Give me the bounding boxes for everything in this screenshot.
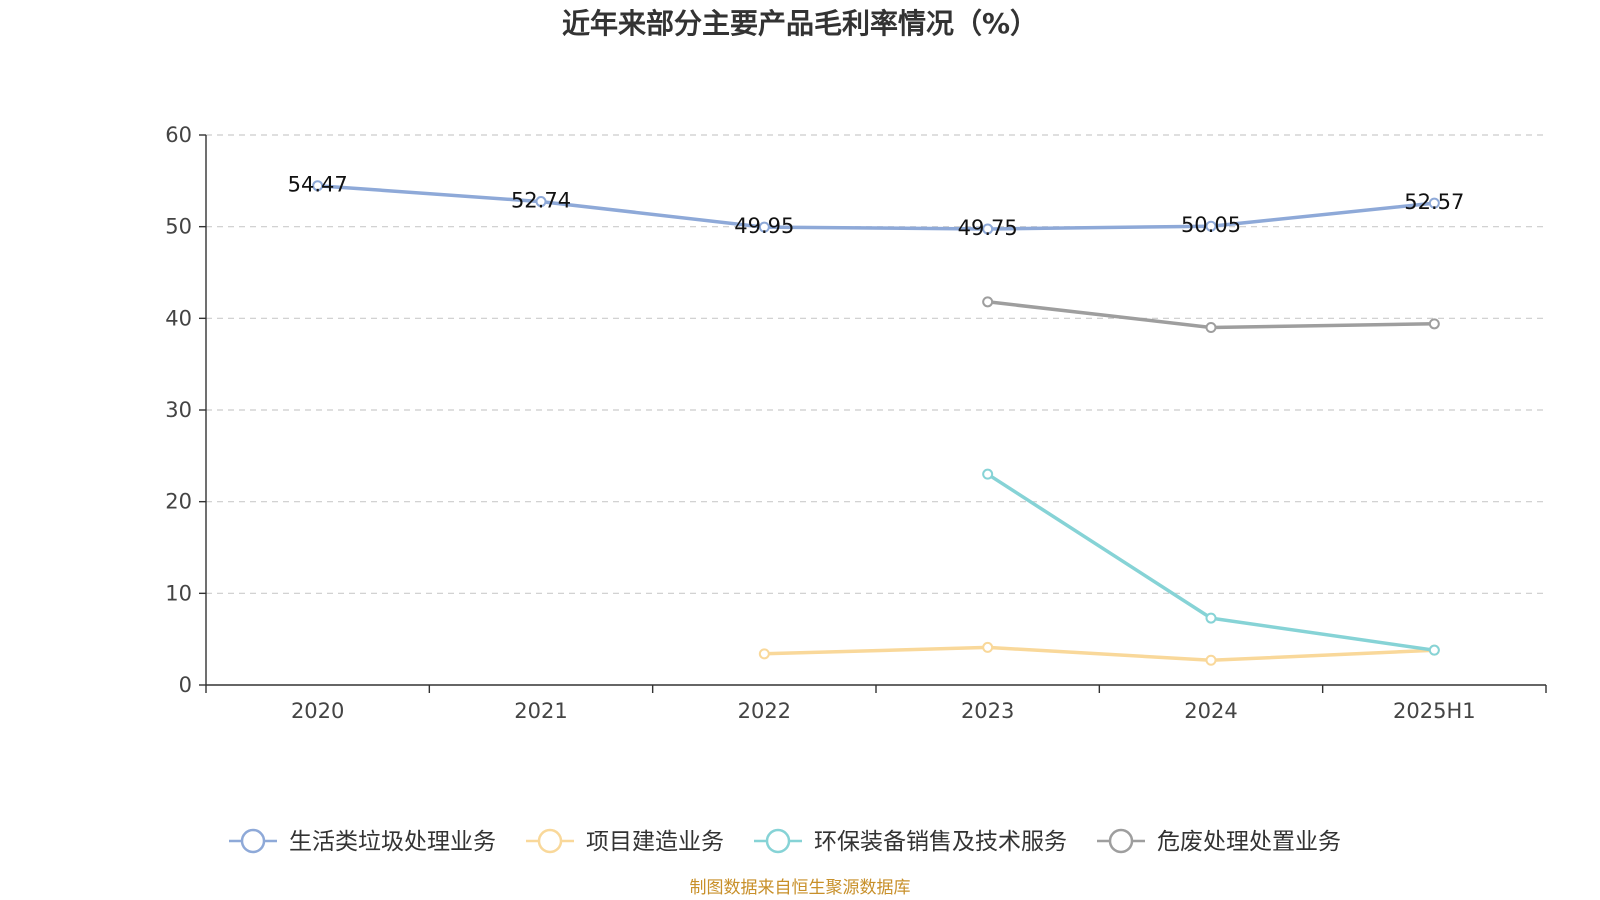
legend-label: 生活类垃圾处理业务 [289, 829, 496, 855]
legend-item[interactable]: 项目建造业务 [526, 828, 724, 855]
legend-marker-icon [765, 828, 791, 854]
x-tick-label: 2021 [514, 699, 567, 723]
x-tick-label: 2022 [738, 699, 791, 723]
data-label: 52.74 [511, 189, 571, 213]
data-point [312, 180, 324, 192]
data-label: 54.47 [288, 173, 348, 197]
grid-lines [206, 134, 1546, 594]
legend-item[interactable]: 危废处理处置业务 [1097, 828, 1341, 855]
x-tick-label: 2023 [961, 699, 1014, 723]
y-tick-label: 10 [165, 581, 192, 605]
x-tick-label: 2025H1 [1393, 699, 1476, 723]
legend-label: 危废处理处置业务 [1157, 829, 1341, 855]
data-point [1428, 318, 1440, 330]
data-point [1428, 644, 1440, 656]
data-point [982, 223, 994, 235]
data-point [982, 468, 994, 480]
data-label: 52.57 [1404, 190, 1464, 214]
legend-item[interactable]: 环保装备销售及技术服务 [754, 828, 1067, 855]
legend-label: 环保装备销售及技术服务 [814, 829, 1067, 855]
legend-marker-icon [537, 828, 563, 854]
data-label: 50.05 [1181, 213, 1241, 237]
source-note: 制图数据来自恒生聚源数据库 [690, 878, 911, 898]
data-label: 49.95 [734, 214, 794, 238]
series-line [315, 183, 1437, 231]
y-tick-label: 40 [165, 306, 192, 330]
x-tick-label: 2020 [291, 699, 344, 723]
y-tick-label: 60 [165, 123, 192, 147]
data-point [1205, 220, 1217, 232]
data-point [1428, 197, 1440, 209]
data-point [982, 296, 994, 308]
y-tick-label: 0 [179, 673, 192, 697]
legend-label: 项目建造业务 [586, 829, 724, 855]
chart-title: 近年来部分主要产品毛利率情况（%） [562, 7, 1038, 40]
series-layer [312, 180, 1440, 666]
data-point [1205, 654, 1217, 666]
data-point [758, 648, 770, 660]
legend-item[interactable]: 生活类垃圾处理业务 [229, 828, 496, 855]
series-line [762, 645, 1437, 663]
data-point [1205, 612, 1217, 624]
axes: 0 10 20 30 40 50 60 2020 2021 2022 2023 2024 2025H1 [165, 123, 1547, 723]
legend-marker-icon [240, 828, 266, 854]
y-tick-label: 20 [165, 490, 192, 514]
x-tick-label: 2024 [1184, 699, 1237, 723]
y-tick-label: 30 [165, 398, 192, 422]
data-point [535, 196, 547, 208]
series-line [985, 472, 1437, 652]
legend[interactable]: 生活类垃圾处理业务 项目建造业务 环保装备销售及技术服务 危废处理处置业务 [229, 828, 1341, 855]
data-label: 49.75 [958, 216, 1018, 240]
data-point [982, 641, 994, 653]
data-point [758, 221, 770, 233]
data-point [1205, 322, 1217, 333]
data-labels: 54.47 52.74 49.95 49.75 50.05 52.57 [288, 173, 1465, 240]
y-tick-label: 50 [165, 215, 192, 239]
legend-marker-icon [1108, 828, 1134, 854]
